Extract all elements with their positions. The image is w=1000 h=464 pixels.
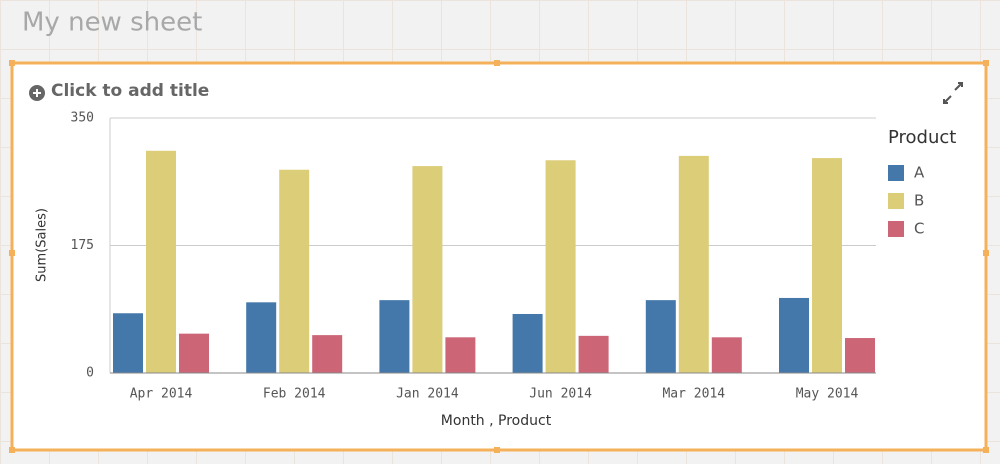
bar[interactable] bbox=[812, 158, 842, 373]
legend-label[interactable]: A bbox=[914, 164, 925, 182]
bar[interactable] bbox=[512, 313, 543, 373]
legend-title: Product bbox=[888, 127, 956, 148]
bar[interactable] bbox=[445, 337, 476, 373]
y-tick-label: 0 bbox=[86, 366, 94, 381]
legend-swatch[interactable] bbox=[888, 165, 904, 181]
x-axis-title: Month , Product bbox=[441, 413, 552, 429]
bar[interactable] bbox=[379, 300, 410, 373]
x-tick-label: May 2014 bbox=[796, 387, 859, 402]
legend-label[interactable]: C bbox=[914, 220, 924, 238]
legend-swatch[interactable] bbox=[888, 193, 904, 209]
bar[interactable] bbox=[146, 150, 176, 373]
bar[interactable] bbox=[246, 302, 277, 373]
bar[interactable] bbox=[678, 155, 709, 373]
bar[interactable] bbox=[279, 169, 310, 373]
bar[interactable] bbox=[711, 337, 742, 373]
bar[interactable] bbox=[412, 166, 443, 373]
chart-title-placeholder[interactable]: Click to add title bbox=[51, 81, 209, 101]
x-tick-label: Jun 2014 bbox=[529, 387, 592, 402]
bar[interactable] bbox=[179, 333, 209, 373]
y-tick-label: 350 bbox=[71, 111, 94, 126]
expand-icon[interactable] bbox=[943, 82, 963, 104]
x-tick-label: Mar 2014 bbox=[662, 387, 725, 402]
bar[interactable] bbox=[113, 313, 143, 373]
legend-label[interactable]: B bbox=[914, 192, 924, 210]
bar[interactable] bbox=[545, 160, 576, 373]
bar[interactable] bbox=[779, 297, 809, 373]
bar[interactable] bbox=[312, 335, 343, 373]
y-tick-label: 175 bbox=[71, 238, 94, 253]
x-tick-label: Apr 2014 bbox=[130, 387, 193, 402]
legend-swatch[interactable] bbox=[888, 221, 904, 237]
resize-handles[interactable] bbox=[9, 60, 989, 453]
sheet-title: My new sheet bbox=[22, 8, 202, 38]
x-tick-label: Jan 2014 bbox=[396, 387, 459, 402]
bar[interactable] bbox=[845, 338, 875, 373]
bar[interactable] bbox=[578, 335, 609, 373]
bar[interactable] bbox=[645, 300, 676, 373]
add-title-icon[interactable] bbox=[29, 85, 45, 101]
y-axis-title: Sum(Sales) bbox=[35, 208, 50, 282]
x-tick-label: Feb 2014 bbox=[263, 387, 326, 402]
